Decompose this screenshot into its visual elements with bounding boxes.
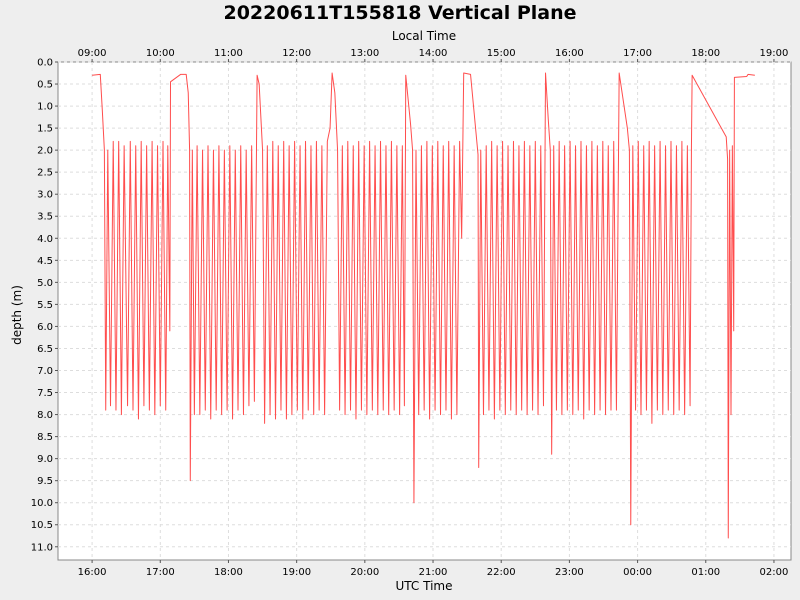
top-tick-label: 15:00 <box>487 48 516 59</box>
x-tick-label: 17:00 <box>146 567 175 578</box>
x-tick-label: 20:00 <box>350 567 379 578</box>
y-tick-label: 6.0 <box>37 322 53 333</box>
y-tick-label: 2.0 <box>37 146 53 157</box>
top-tick-label: 10:00 <box>146 48 175 59</box>
x-tick-label: 00:00 <box>623 567 652 578</box>
y-tick-label: 1.5 <box>37 124 53 135</box>
y-tick-label: 5.0 <box>37 278 53 289</box>
y-tick-label: 7.5 <box>37 388 53 399</box>
y-tick-label: 0.5 <box>37 80 53 91</box>
x-tick-label: 16:00 <box>78 567 107 578</box>
top-tick-label: 14:00 <box>419 48 448 59</box>
y-tick-label: 3.5 <box>37 212 53 223</box>
y-tick-label: 7.0 <box>37 366 53 377</box>
x-tick-label: 21:00 <box>419 567 448 578</box>
y-tick-label: 10.5 <box>31 520 53 531</box>
plot-area <box>57 61 792 561</box>
y-tick-label: 5.5 <box>37 300 53 311</box>
y-tick-label: 4.5 <box>37 256 53 267</box>
x-tick-label: 22:00 <box>487 567 516 578</box>
top-tick-label: 11:00 <box>214 48 243 59</box>
x-axis-label: UTC Time <box>396 579 453 593</box>
x-tick-label: 19:00 <box>282 567 311 578</box>
y-tick-label: 6.5 <box>37 344 53 355</box>
top-tick-label: 12:00 <box>282 48 311 59</box>
x-tick-label: 01:00 <box>691 567 720 578</box>
x-tick-label: 02:00 <box>760 567 789 578</box>
y-tick-label: 10.0 <box>31 498 53 509</box>
chart-title: 20220611T155818 Vertical Plane <box>223 2 576 24</box>
depth-series-line <box>92 72 755 539</box>
top-tick-label: 17:00 <box>623 48 652 59</box>
y-tick-label: 2.5 <box>37 168 53 179</box>
y-tick-label: 9.5 <box>37 476 53 487</box>
y-tick-label: 4.0 <box>37 234 53 245</box>
top-tick-label: 18:00 <box>691 48 720 59</box>
top-tick-label: 09:00 <box>78 48 107 59</box>
top-tick-label: 13:00 <box>350 48 379 59</box>
x-tick-label: 23:00 <box>555 567 584 578</box>
top-axis-label: Local Time <box>392 29 456 43</box>
y-tick-label: 8.0 <box>37 410 53 421</box>
y-tick-label: 8.5 <box>37 432 53 443</box>
y-axis-label: depth (m) <box>10 285 24 345</box>
top-tick-label: 19:00 <box>760 48 789 59</box>
tick-layer: 0.0 0.5 1.0 1.5 2.0 2.5 3.0 3.5 4.0 4.5 5.0 5.5 6.0 6… <box>31 48 789 578</box>
y-tick-label: 0.0 <box>37 58 53 69</box>
y-tick-label: 11.0 <box>31 542 53 553</box>
series-layer <box>92 72 755 539</box>
top-tick-label: 16:00 <box>555 48 584 59</box>
y-tick-label: 1.0 <box>37 102 53 113</box>
y-tick-label: 3.0 <box>37 190 53 201</box>
x-tick-label: 18:00 <box>214 567 243 578</box>
y-tick-label: 9.0 <box>37 454 53 465</box>
